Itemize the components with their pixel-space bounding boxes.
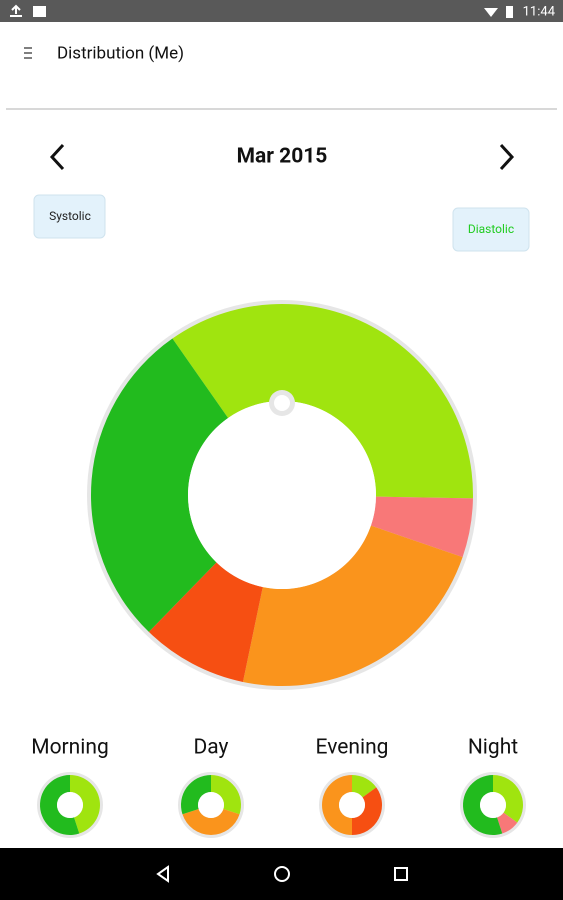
donut-segment [370,496,473,558]
donut-segment [182,809,240,835]
period-label: Day [194,736,229,760]
toggle-label: Systolic [49,209,91,223]
donut-hole [188,401,376,589]
donut-hole [480,792,506,818]
donut-segment [493,775,524,823]
donut-segment [211,775,241,815]
status-bar [0,0,563,22]
donut-segment [242,525,463,687]
upload-icon [10,4,22,17]
donut-segment [352,787,382,835]
recents-button[interactable] [394,867,408,881]
diastolic-toggle[interactable]: Diastolic [452,207,530,252]
period-label: Night [468,736,518,760]
nav-bar [0,848,563,900]
next-month[interactable] [499,143,515,171]
back-button[interactable] [156,865,169,883]
clock: 11:44 [523,4,556,19]
prev-month[interactable] [49,143,65,171]
period-label: Evening [316,736,389,760]
systolic-toggle[interactable]: Systolic [33,194,106,239]
clipboard-icon [33,6,46,17]
donut-segment [181,775,211,815]
month-label: Mar 2015 [237,145,328,169]
wifi-icon [484,8,498,17]
battery-icon [506,6,513,18]
page-title: Distribution (Me) [57,43,184,63]
menu-button[interactable] [24,47,32,59]
donut-segment [322,775,352,835]
donut-segment [172,304,473,499]
donut-hole [57,792,83,818]
toggle-label: Diastolic [468,222,514,236]
donut-segment [352,775,377,798]
donut-hole [198,792,224,818]
donut-segment [463,775,503,835]
donut-segment [70,775,101,834]
period-label: Morning [31,736,109,760]
donut-segment [91,338,229,632]
donut-segment [497,812,518,834]
donut-segment [148,562,263,682]
donut-segment [40,775,80,835]
home-button[interactable] [274,866,290,882]
drag-handle-center [274,395,290,411]
donut-hole [339,792,365,818]
